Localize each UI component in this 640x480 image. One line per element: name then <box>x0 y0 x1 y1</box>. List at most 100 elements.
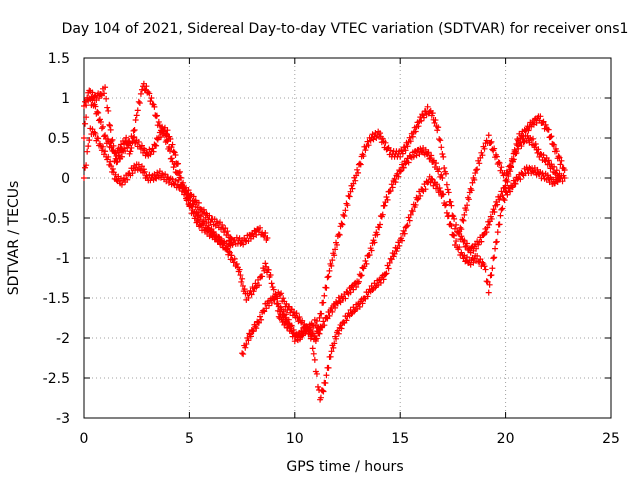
data-point <box>367 137 374 144</box>
data-point <box>240 351 247 358</box>
data-point <box>556 175 563 182</box>
data-point <box>150 148 157 155</box>
data-point <box>453 238 460 245</box>
data-point <box>531 116 538 123</box>
data-point <box>216 234 223 241</box>
data-point <box>369 287 376 294</box>
data-point <box>86 137 93 144</box>
data-point <box>83 114 90 121</box>
data-point <box>456 231 463 238</box>
data-point <box>391 176 398 183</box>
data-point <box>479 152 486 159</box>
data-point <box>442 170 449 177</box>
data-point <box>136 100 143 107</box>
data-point <box>226 234 233 241</box>
data-point <box>482 266 489 273</box>
data-point <box>542 158 549 165</box>
data-point <box>206 212 213 219</box>
data-point <box>385 265 392 272</box>
data-point <box>347 289 354 296</box>
x-tick-label: 5 <box>185 431 194 447</box>
data-point <box>364 138 371 145</box>
data-point <box>401 230 408 237</box>
data-point <box>195 199 202 206</box>
data-point <box>274 300 281 307</box>
data-point <box>299 317 306 324</box>
y-tick-label: -1.5 <box>43 291 70 307</box>
data-point <box>135 98 142 105</box>
data-point <box>436 136 443 143</box>
data-point <box>384 196 391 203</box>
data-point <box>373 135 380 142</box>
data-point <box>518 143 525 150</box>
data-point <box>405 159 412 166</box>
data-point <box>289 333 296 340</box>
data-point <box>407 211 414 218</box>
data-point <box>530 135 537 142</box>
data-point <box>403 223 410 230</box>
data-point <box>262 260 269 267</box>
data-point <box>437 137 444 144</box>
data-point <box>364 293 371 300</box>
data-point <box>109 136 116 143</box>
y-tick-label: -0.5 <box>43 211 70 227</box>
data-point <box>122 148 129 155</box>
data-point <box>409 208 416 215</box>
data-point <box>561 167 568 173</box>
data-point <box>517 176 524 183</box>
data-point <box>438 171 445 178</box>
data-point <box>130 127 137 134</box>
data-point <box>118 153 125 160</box>
data-point <box>101 90 108 97</box>
data-point <box>442 202 449 209</box>
data-point <box>539 119 546 126</box>
data-point <box>102 148 109 155</box>
data-point <box>108 144 115 151</box>
data-point <box>414 196 421 203</box>
data-point <box>221 239 228 246</box>
data-point <box>306 324 313 331</box>
data-point <box>146 171 153 178</box>
data-point <box>409 133 416 140</box>
data-point <box>417 145 424 152</box>
data-point <box>337 299 344 306</box>
data-point <box>89 97 96 104</box>
data-point <box>263 263 270 270</box>
data-point <box>551 141 558 148</box>
data-point <box>250 328 257 335</box>
data-point <box>410 153 417 160</box>
data-point <box>513 149 520 156</box>
data-point <box>461 237 468 244</box>
data-point <box>99 143 106 150</box>
data-point <box>402 147 409 154</box>
data-point <box>418 117 425 124</box>
data-point <box>346 193 353 200</box>
data-point <box>458 226 465 233</box>
data-point <box>89 89 96 96</box>
data-point <box>287 325 294 332</box>
data-point <box>336 231 343 238</box>
data-point <box>127 148 134 155</box>
series-track-2 <box>81 94 324 344</box>
data-point <box>320 388 327 395</box>
x-tick-label: 20 <box>497 431 515 447</box>
data-point <box>240 241 247 248</box>
data-point <box>556 154 563 161</box>
data-point <box>493 198 500 205</box>
data-point <box>176 168 183 175</box>
data-point <box>534 149 541 156</box>
data-point <box>389 184 396 191</box>
data-point <box>242 344 249 351</box>
data-point <box>557 161 564 168</box>
data-point <box>228 239 235 245</box>
data-point <box>379 135 386 142</box>
data-point <box>377 221 384 228</box>
data-point <box>318 310 325 317</box>
data-point <box>377 130 384 137</box>
data-point <box>105 153 112 160</box>
data-point <box>557 175 564 181</box>
data-point <box>493 238 500 245</box>
data-point <box>296 313 303 320</box>
data-point <box>162 130 169 137</box>
data-point <box>283 311 290 318</box>
